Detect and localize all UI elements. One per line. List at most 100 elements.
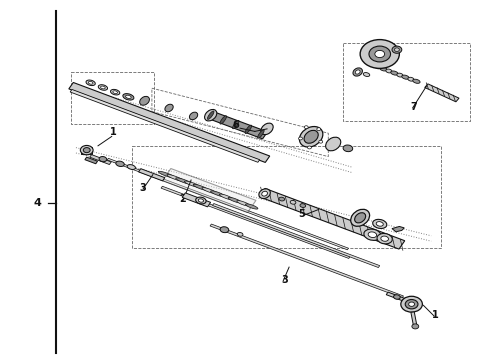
- Circle shape: [360, 40, 399, 68]
- Polygon shape: [70, 89, 260, 162]
- Polygon shape: [425, 84, 459, 102]
- Ellipse shape: [140, 96, 149, 105]
- Ellipse shape: [381, 236, 389, 241]
- Ellipse shape: [326, 137, 341, 151]
- Ellipse shape: [377, 234, 392, 244]
- Ellipse shape: [113, 91, 118, 94]
- Circle shape: [319, 140, 323, 143]
- Ellipse shape: [364, 229, 381, 240]
- Ellipse shape: [158, 171, 175, 178]
- Ellipse shape: [369, 63, 376, 67]
- Ellipse shape: [198, 199, 203, 202]
- Ellipse shape: [351, 209, 369, 226]
- Polygon shape: [259, 188, 405, 249]
- Polygon shape: [69, 82, 270, 162]
- Ellipse shape: [363, 73, 370, 76]
- Ellipse shape: [355, 70, 360, 74]
- Ellipse shape: [376, 222, 383, 226]
- Ellipse shape: [233, 120, 239, 129]
- Ellipse shape: [193, 184, 208, 190]
- Text: 6: 6: [233, 120, 240, 130]
- Ellipse shape: [259, 189, 270, 198]
- Ellipse shape: [397, 73, 403, 77]
- Ellipse shape: [343, 145, 353, 152]
- Polygon shape: [139, 169, 165, 181]
- Ellipse shape: [116, 161, 124, 166]
- Polygon shape: [210, 224, 403, 298]
- Polygon shape: [162, 168, 256, 212]
- Ellipse shape: [228, 197, 241, 203]
- Circle shape: [375, 50, 385, 58]
- Ellipse shape: [205, 109, 217, 121]
- Circle shape: [308, 146, 312, 149]
- Ellipse shape: [391, 71, 398, 75]
- Text: 3: 3: [282, 275, 289, 285]
- Ellipse shape: [196, 197, 206, 204]
- Circle shape: [304, 126, 308, 129]
- Ellipse shape: [304, 130, 318, 143]
- Ellipse shape: [123, 94, 134, 100]
- Polygon shape: [85, 157, 98, 164]
- Ellipse shape: [220, 116, 226, 124]
- Ellipse shape: [202, 188, 217, 194]
- Ellipse shape: [375, 65, 381, 69]
- Text: 1: 1: [432, 310, 439, 320]
- Ellipse shape: [207, 111, 214, 120]
- Circle shape: [405, 300, 418, 309]
- Ellipse shape: [88, 81, 93, 84]
- Circle shape: [80, 145, 93, 155]
- Ellipse shape: [100, 86, 105, 89]
- Polygon shape: [411, 312, 417, 327]
- Ellipse shape: [211, 191, 225, 197]
- Ellipse shape: [279, 197, 285, 201]
- Polygon shape: [392, 226, 404, 232]
- Ellipse shape: [355, 213, 366, 223]
- Ellipse shape: [167, 175, 183, 181]
- Text: 1: 1: [110, 127, 117, 137]
- Ellipse shape: [190, 112, 197, 120]
- Ellipse shape: [353, 68, 363, 76]
- Circle shape: [412, 324, 419, 329]
- Ellipse shape: [408, 77, 414, 81]
- Circle shape: [298, 137, 302, 140]
- Ellipse shape: [125, 95, 131, 98]
- Polygon shape: [386, 292, 412, 304]
- Ellipse shape: [184, 181, 200, 187]
- Ellipse shape: [373, 219, 387, 229]
- Ellipse shape: [262, 191, 268, 196]
- Ellipse shape: [261, 123, 273, 135]
- Ellipse shape: [258, 130, 264, 138]
- Polygon shape: [213, 203, 380, 267]
- Circle shape: [401, 296, 422, 312]
- Ellipse shape: [111, 89, 120, 95]
- Ellipse shape: [99, 157, 107, 162]
- Ellipse shape: [237, 201, 249, 206]
- Ellipse shape: [237, 233, 243, 236]
- Ellipse shape: [245, 204, 258, 209]
- Polygon shape: [206, 111, 268, 139]
- Polygon shape: [161, 186, 350, 258]
- Text: 3: 3: [140, 183, 147, 193]
- Ellipse shape: [245, 125, 252, 134]
- Ellipse shape: [393, 295, 400, 299]
- Polygon shape: [81, 147, 92, 154]
- Polygon shape: [182, 193, 211, 207]
- Ellipse shape: [220, 227, 229, 233]
- Text: 5: 5: [298, 209, 305, 219]
- Ellipse shape: [413, 79, 420, 84]
- Ellipse shape: [380, 67, 387, 71]
- Circle shape: [83, 148, 90, 153]
- Ellipse shape: [300, 204, 306, 207]
- Circle shape: [317, 128, 321, 131]
- Text: 7: 7: [411, 102, 417, 112]
- Ellipse shape: [127, 165, 135, 170]
- Ellipse shape: [220, 194, 233, 200]
- Circle shape: [369, 46, 391, 62]
- Ellipse shape: [290, 201, 296, 204]
- Polygon shape: [90, 154, 111, 165]
- Ellipse shape: [402, 75, 409, 79]
- Ellipse shape: [86, 80, 95, 86]
- Ellipse shape: [299, 126, 323, 147]
- Polygon shape: [107, 158, 348, 250]
- Text: 4: 4: [34, 198, 42, 208]
